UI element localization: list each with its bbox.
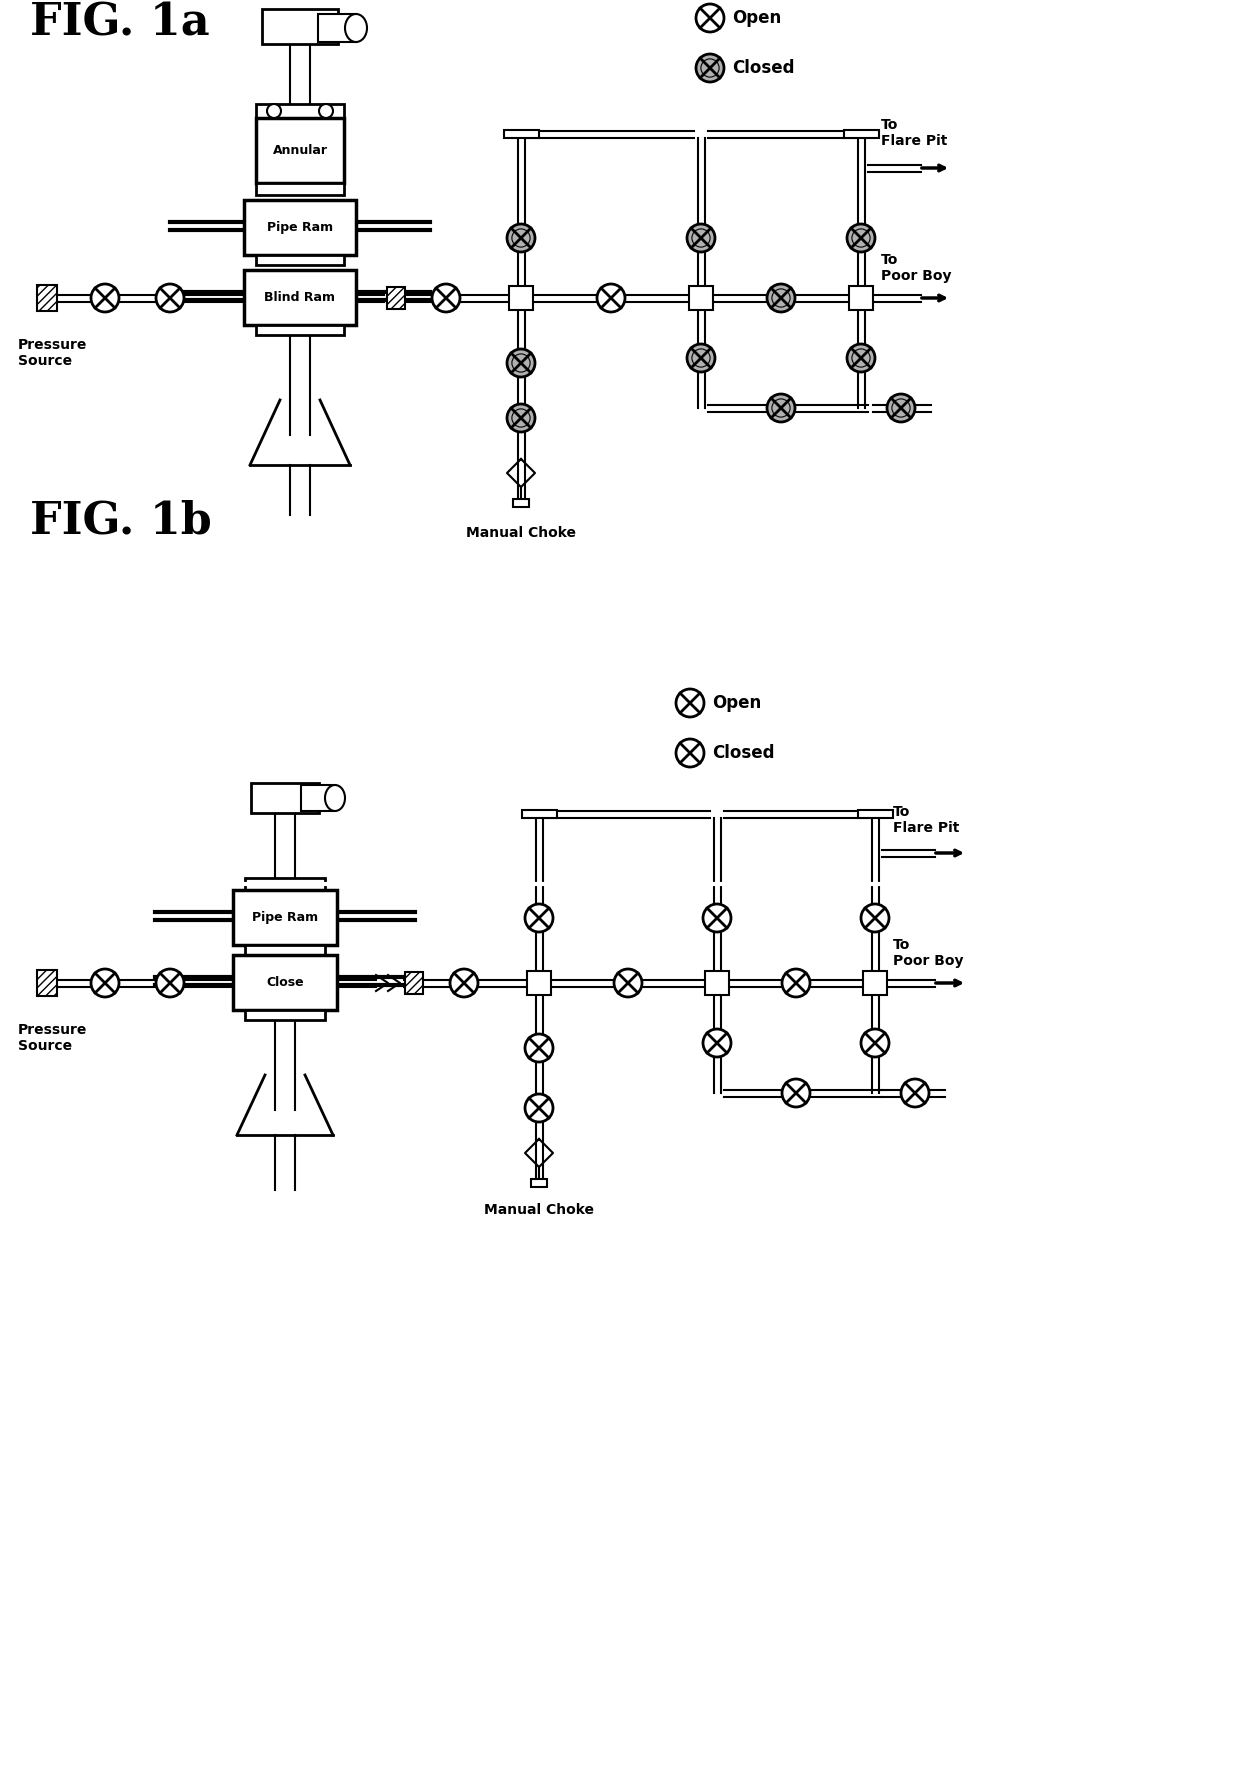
- Bar: [863, 971, 887, 995]
- Circle shape: [267, 104, 281, 118]
- Circle shape: [771, 288, 790, 308]
- Text: Open: Open: [712, 695, 761, 713]
- Circle shape: [703, 903, 732, 932]
- Circle shape: [512, 354, 531, 371]
- Bar: [255, 118, 343, 184]
- Circle shape: [782, 1078, 810, 1107]
- Bar: [255, 104, 343, 118]
- Circle shape: [861, 903, 889, 932]
- Circle shape: [687, 225, 715, 253]
- Text: Manual Choke: Manual Choke: [466, 527, 577, 539]
- Bar: [301, 785, 334, 812]
- Circle shape: [847, 345, 875, 371]
- Bar: [387, 286, 405, 309]
- Circle shape: [771, 400, 790, 417]
- Circle shape: [432, 285, 460, 311]
- Circle shape: [887, 394, 915, 423]
- Bar: [513, 499, 529, 507]
- Text: Closed: Closed: [712, 744, 775, 762]
- Bar: [255, 255, 343, 265]
- Bar: [527, 971, 551, 995]
- Ellipse shape: [345, 14, 367, 42]
- Bar: [37, 285, 57, 311]
- Ellipse shape: [325, 785, 345, 812]
- Text: Pipe Ram: Pipe Ram: [267, 221, 334, 233]
- Bar: [244, 200, 356, 255]
- Bar: [255, 325, 343, 334]
- Text: Annular: Annular: [273, 143, 327, 157]
- Circle shape: [768, 394, 795, 423]
- Text: Pipe Ram: Pipe Ram: [252, 911, 319, 925]
- Bar: [246, 879, 325, 889]
- Bar: [246, 946, 325, 955]
- Bar: [317, 14, 356, 42]
- Circle shape: [596, 285, 625, 311]
- Circle shape: [91, 969, 119, 997]
- Text: Blind Ram: Blind Ram: [264, 292, 336, 304]
- Text: Close: Close: [267, 976, 304, 988]
- Circle shape: [512, 228, 531, 248]
- Bar: [244, 271, 356, 325]
- Text: FIG. 1b: FIG. 1b: [30, 500, 212, 543]
- Bar: [262, 9, 339, 44]
- Circle shape: [852, 348, 870, 368]
- Bar: [689, 286, 713, 309]
- Circle shape: [676, 690, 704, 718]
- Circle shape: [768, 285, 795, 311]
- Circle shape: [512, 408, 531, 428]
- Circle shape: [692, 228, 711, 248]
- Text: Pressure
Source: Pressure Source: [19, 1024, 87, 1054]
- Text: Manual Choke: Manual Choke: [484, 1202, 594, 1216]
- Circle shape: [852, 228, 870, 248]
- Circle shape: [861, 1029, 889, 1057]
- Circle shape: [156, 285, 184, 311]
- Circle shape: [847, 225, 875, 253]
- Bar: [508, 286, 533, 309]
- Circle shape: [525, 903, 553, 932]
- Circle shape: [91, 285, 119, 311]
- Circle shape: [507, 405, 534, 431]
- Circle shape: [901, 1078, 929, 1107]
- Bar: [858, 810, 893, 819]
- Text: Open: Open: [732, 9, 781, 27]
- Text: Closed: Closed: [732, 58, 795, 78]
- Circle shape: [525, 1094, 553, 1123]
- Text: To
Poor Boy: To Poor Boy: [880, 253, 951, 283]
- Text: To
Poor Boy: To Poor Boy: [893, 937, 963, 969]
- Circle shape: [614, 969, 642, 997]
- Circle shape: [703, 1029, 732, 1057]
- Bar: [503, 129, 538, 138]
- Bar: [843, 129, 878, 138]
- Bar: [531, 1179, 547, 1186]
- Text: FIG. 1a: FIG. 1a: [30, 2, 210, 44]
- Bar: [706, 971, 729, 995]
- Circle shape: [696, 55, 724, 81]
- Bar: [37, 971, 57, 995]
- Bar: [233, 955, 337, 1010]
- Circle shape: [701, 58, 719, 78]
- Circle shape: [450, 969, 477, 997]
- Text: To
Flare Pit: To Flare Pit: [880, 118, 947, 149]
- Circle shape: [319, 104, 334, 118]
- Bar: [233, 889, 337, 946]
- Text: Pressure
Source: Pressure Source: [19, 338, 87, 368]
- Circle shape: [892, 400, 910, 417]
- Circle shape: [687, 345, 715, 371]
- Circle shape: [507, 348, 534, 377]
- Bar: [405, 972, 423, 994]
- Circle shape: [782, 969, 810, 997]
- Bar: [250, 783, 319, 813]
- Bar: [255, 184, 343, 194]
- Bar: [246, 1010, 325, 1020]
- Text: To
Flare Pit: To Flare Pit: [893, 804, 960, 834]
- Bar: [522, 810, 557, 819]
- Circle shape: [525, 1034, 553, 1063]
- Bar: [849, 286, 873, 309]
- Circle shape: [692, 348, 711, 368]
- Circle shape: [156, 969, 184, 997]
- Circle shape: [696, 4, 724, 32]
- Circle shape: [676, 739, 704, 767]
- Circle shape: [507, 225, 534, 253]
